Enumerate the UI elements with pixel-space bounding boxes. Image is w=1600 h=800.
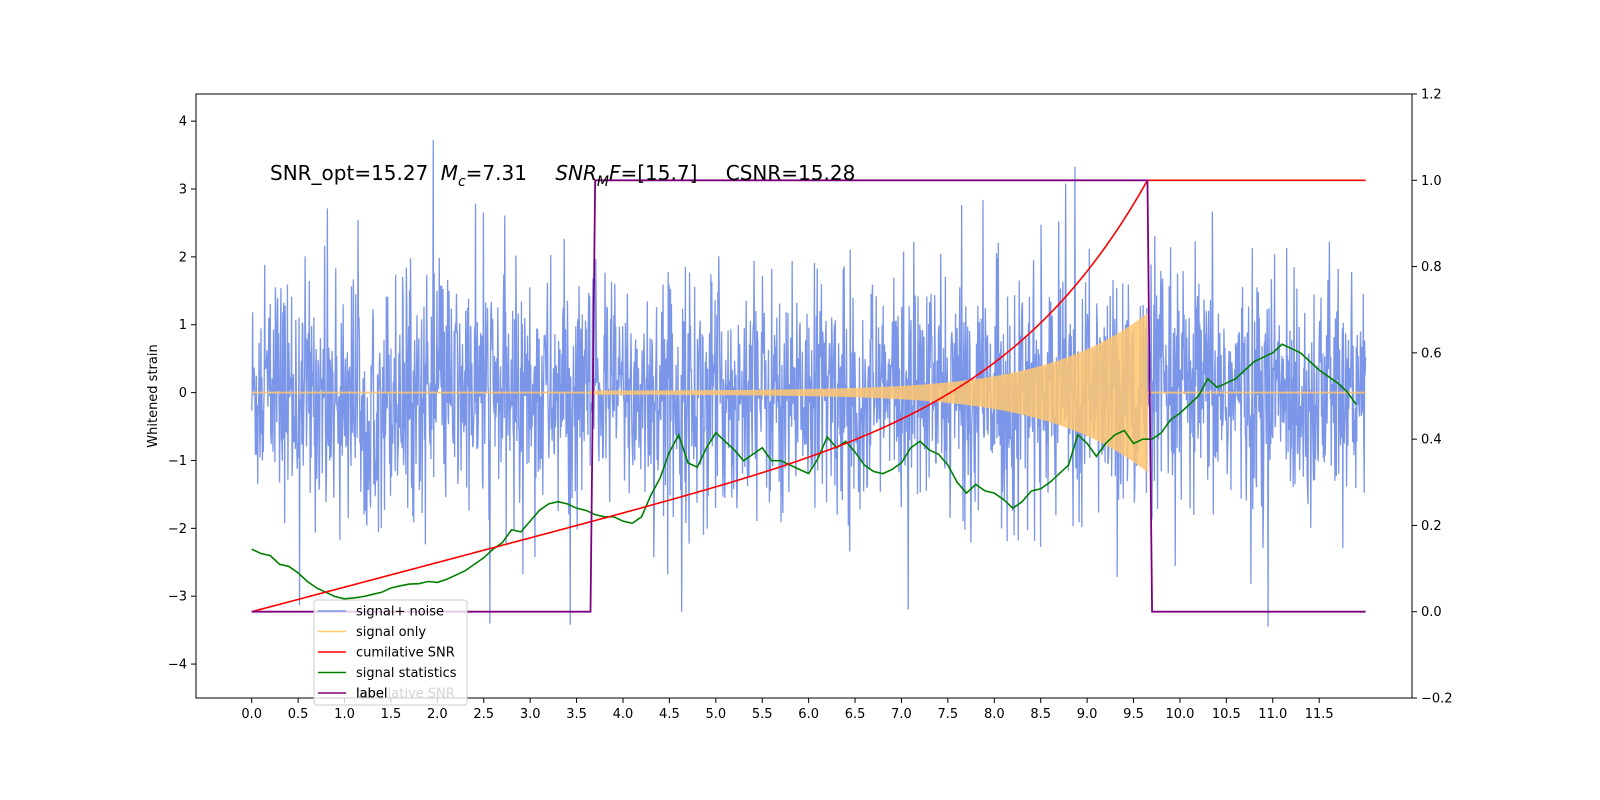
y-axis-label: Whitened strain — [146, 344, 161, 447]
x-tick-label: 9.5 — [1123, 707, 1144, 722]
y2-tick-label: 0.2 — [1421, 519, 1442, 534]
x-tick-label: 5.5 — [752, 707, 773, 722]
y2-tick-label: 1.0 — [1421, 174, 1442, 189]
legend-box — [313, 599, 468, 706]
x-tick-label: 11.0 — [1258, 707, 1287, 722]
annotation-mc-symbol: M — [441, 161, 458, 185]
legend-label-top: label — [356, 687, 387, 702]
annotation-csnr: CSNR=15.28 — [726, 161, 856, 185]
x-tick-label: 7.0 — [891, 707, 912, 722]
annotation-mc-sub: c — [458, 174, 466, 190]
x-tick-label: 10.5 — [1212, 707, 1241, 722]
y-tick-label: −4 — [168, 658, 187, 673]
y-tick-label: 4 — [179, 115, 187, 130]
x-tick-label: 8.5 — [1030, 707, 1051, 722]
x-tick-label: 4.0 — [613, 707, 634, 722]
series-signal-only — [251, 313, 1367, 472]
y-tick-label: 2 — [179, 250, 187, 265]
x-tick-label: 0.5 — [288, 707, 309, 722]
series-cumulative-snr — [251, 179, 1366, 613]
annotation-snrmf-symbol: SNR — [555, 161, 597, 185]
y2-tick-label: 0.4 — [1421, 433, 1442, 448]
legend-ghost-label: cumilative SNR — [356, 687, 455, 702]
y-tick-label: 3 — [179, 183, 187, 198]
x-tick-label: 11.5 — [1305, 707, 1334, 722]
series-label — [251, 179, 1366, 613]
series-signal-statistics — [251, 343, 1357, 600]
cumulative-snr-line — [251, 179, 1366, 613]
x-tick-label: 10.0 — [1165, 707, 1194, 722]
y-tick-label: −1 — [168, 454, 187, 469]
x-tick-label: 2.0 — [427, 707, 448, 722]
x-tick-label: 3.5 — [566, 707, 587, 722]
legend-label: cumilative SNR — [356, 646, 455, 661]
y-tick-label: 0 — [179, 386, 187, 401]
legend-label: signal only — [356, 625, 426, 640]
x-tick-label: 1.5 — [381, 707, 402, 722]
series-signal-noise — [251, 140, 1367, 627]
x-tick-label: 6.0 — [798, 707, 819, 722]
y-tick-label: −3 — [168, 590, 187, 605]
snr-annotation: SNR_opt=15.27 Mc=7.31 SNRMF=[15.7] CSNR=… — [270, 161, 855, 190]
legend-label: label — [356, 687, 387, 702]
signal-noise-line — [251, 140, 1367, 627]
y-tick-label: 1 — [179, 318, 187, 333]
y-axis-left: 4 3 2 1 0 −1 −2 −3 −4 — [168, 115, 196, 673]
legend-label: signal statistics — [356, 666, 457, 681]
annotation-snrmf-f: F — [609, 161, 621, 185]
x-tick-label: 5.0 — [705, 707, 726, 722]
x-axis: 0.0 0.5 1.0 1.5 2.0 2.5 3.0 3.5 4.0 4.5 5.0 5.5 6.0 6… — [241, 698, 1334, 722]
x-tick-label: 1.0 — [334, 707, 355, 722]
label-line — [251, 179, 1366, 613]
legend: signal+ noise signal only cumilative SNR si… — [313, 599, 468, 706]
y2-tick-label: 1.2 — [1421, 88, 1442, 103]
x-tick-label: 2.5 — [473, 707, 494, 722]
x-tick-label: 0.0 — [241, 707, 262, 722]
y2-tick-label: 0.6 — [1421, 346, 1442, 361]
y2-tick-label: 0.0 — [1421, 605, 1442, 620]
x-tick-label: 8.0 — [984, 707, 1005, 722]
signal-statistics-line — [251, 343, 1357, 600]
y-axis-right: 1.2 1.0 0.8 0.6 0.4 0.2 0.0 −0.2 — [1412, 88, 1453, 707]
annotation-snrmf-value: =[15.7] — [621, 161, 698, 185]
annotation-mc-value: =7.31 — [466, 161, 527, 185]
x-tick-label: 9.0 — [1077, 707, 1098, 722]
annotation-snrmf-sub: M — [597, 174, 609, 190]
x-tick-label: 7.5 — [938, 707, 959, 722]
y2-tick-label: 0.8 — [1421, 260, 1442, 275]
annotation-snr-opt: SNR_opt=15.27 — [270, 161, 428, 185]
x-tick-label: 3.0 — [520, 707, 541, 722]
y2-tick-label: −0.2 — [1421, 692, 1453, 707]
x-tick-label: 4.5 — [659, 707, 680, 722]
legend-label: signal+ noise — [356, 605, 444, 620]
y-tick-label: −2 — [168, 522, 187, 537]
x-tick-label: 6.5 — [845, 707, 866, 722]
signal-only-line — [251, 313, 1367, 472]
plot-frame — [195, 93, 1413, 699]
